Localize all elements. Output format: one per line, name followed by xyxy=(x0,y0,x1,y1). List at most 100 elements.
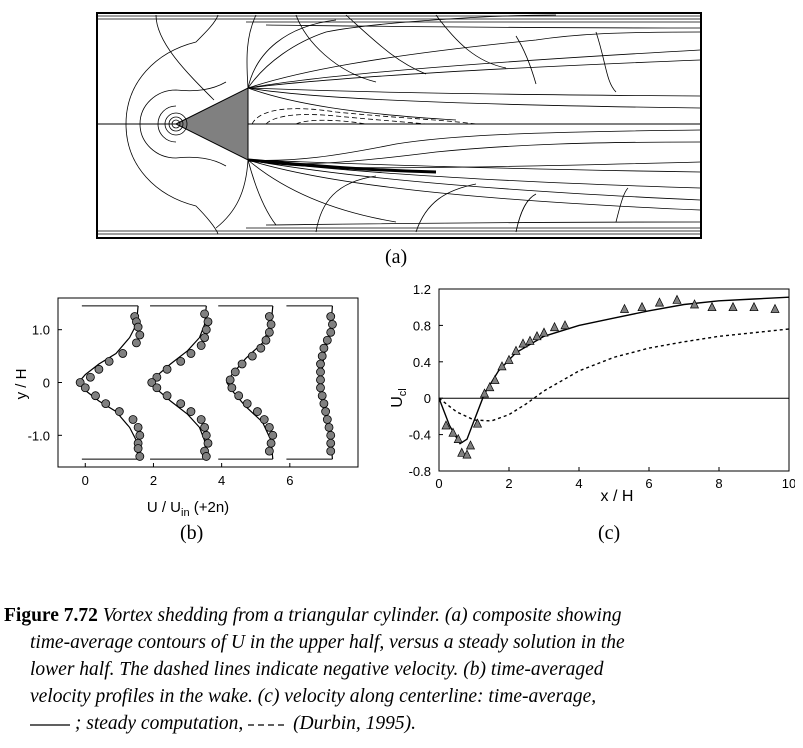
panel-a-upper-wake-contours xyxy=(155,14,701,121)
panel-b-data-point xyxy=(201,452,211,461)
panel-c-xtick-label: 10 xyxy=(782,476,795,491)
panel-b-ytick-label: 1.0 xyxy=(32,323,50,338)
panel-b-xtick-label: 4 xyxy=(218,473,225,488)
panel-b-data-point xyxy=(147,378,157,387)
panel-a-lower-shear-layer xyxy=(247,158,437,174)
panel-b-data-point xyxy=(162,391,172,401)
panel-b-ticks: 0 2 4 6 1.0 0 -1.0 xyxy=(28,323,294,488)
panel-c-data-triangle xyxy=(453,433,463,443)
panel-b-data-point xyxy=(196,415,206,424)
panel-b-series xyxy=(75,305,337,461)
panel-c-ytick-label: -0.4 xyxy=(409,428,431,443)
triangular-cylinder xyxy=(174,87,249,161)
panel-b-data-point xyxy=(266,438,276,448)
panel-b-data-point xyxy=(264,327,274,337)
panel-c-xlabel: x / H xyxy=(601,488,634,505)
panel-c-ytick-label: 0.8 xyxy=(413,318,431,333)
panel-b-data-point xyxy=(80,383,90,393)
panel-b-data-point xyxy=(152,372,162,382)
panel-b-data-point xyxy=(203,317,213,327)
caption-line-4: velocity profiles in the wake. (c) veloc… xyxy=(30,686,597,707)
panel-b-data-point xyxy=(94,364,104,374)
panel-b-data-point xyxy=(319,343,329,353)
panel-a-contour-plot xyxy=(96,12,702,239)
panel-b-data-point xyxy=(132,338,141,348)
panel-b-data-point xyxy=(319,399,329,409)
panel-b-data-point xyxy=(237,359,247,369)
panel-c-data-triangle xyxy=(485,381,495,392)
panel-b-data-point xyxy=(316,367,325,377)
panel-b-data-point xyxy=(75,378,85,387)
panel-b-data-point xyxy=(201,430,211,440)
panel-b-data-point xyxy=(321,407,331,416)
caption-text-5-tail: (Durbin, 1995). xyxy=(293,713,417,734)
panel-c-data-triangle xyxy=(511,345,521,355)
panel-b-data-point xyxy=(326,446,336,456)
panel-a-negative-contours xyxy=(251,108,477,125)
panel-c-xtick-label: 4 xyxy=(575,476,582,491)
panel-b-data-point xyxy=(162,364,172,374)
panel-b-data-point xyxy=(196,341,206,350)
panel-b-data-point xyxy=(264,312,274,321)
panel-b-data-point xyxy=(85,372,95,382)
legend-solid-line-icon xyxy=(30,723,70,726)
panel-c-data-triangle xyxy=(497,361,507,371)
panel-c-steady-line xyxy=(438,328,790,422)
panel-c-xtick-label: 0 xyxy=(435,476,442,491)
caption-line-3: lower half. The dashed lines indicate ne… xyxy=(30,659,604,680)
panel-c-data-triangle xyxy=(560,320,570,330)
panel-c-data-triangle xyxy=(770,303,780,313)
panel-c-ylabel-sub: cl xyxy=(397,388,409,396)
panel-b-data-point xyxy=(203,438,213,448)
panel-b-data-point xyxy=(247,351,257,361)
panel-c-centerline-velocity: 0 2 4 6 8 10 1.2 0.8 0.4 0 -0.4 -0.8 x / H Ucl xyxy=(389,282,795,505)
panel-c-data-triangle xyxy=(504,354,514,364)
panel-b-data-point xyxy=(326,438,336,448)
panel-b-data-point xyxy=(225,375,235,385)
caption-text-1: Vortex shedding from a triangular cylind… xyxy=(102,605,622,626)
panel-b-data-point xyxy=(322,415,332,424)
panel-b-data-point xyxy=(152,383,162,393)
panel-c-label: (c) xyxy=(598,522,621,544)
panel-c-frame xyxy=(438,288,790,472)
panel-c-data-triangle xyxy=(441,420,451,430)
panel-b-data-point xyxy=(230,367,240,377)
panel-c-ylabel-main: U xyxy=(389,396,406,408)
caption-figure-label: Figure 7.72 xyxy=(4,605,98,626)
caption-line-1: Figure 7.72 Vortex shedding from a trian… xyxy=(4,602,794,629)
panel-b-data-point xyxy=(114,407,124,416)
panel-c-xtick-label: 8 xyxy=(715,476,722,491)
panel-b-data-point xyxy=(322,335,332,345)
panel-b-data-point xyxy=(101,399,111,409)
panel-b-data-point xyxy=(227,383,237,393)
panel-c-data-triangle xyxy=(465,440,476,450)
panel-b-data-point xyxy=(200,333,209,343)
panel-b-xtick-label: 2 xyxy=(150,473,157,488)
panel-b-label: (b) xyxy=(180,522,204,544)
panel-b-data-point xyxy=(176,399,186,409)
panel-b-data-point xyxy=(135,452,145,461)
panel-b-data-point xyxy=(135,330,145,340)
panel-b-data-point xyxy=(324,422,334,432)
panel-c-data-triangle xyxy=(549,321,560,332)
panel-b-data-point xyxy=(200,309,209,319)
panel-c-data-triangle xyxy=(525,335,535,345)
panel-c-ticks: 0 2 4 6 8 10 1.2 0.8 0.4 0 -0.4 -0.8 xyxy=(409,282,795,491)
panel-b-data-point xyxy=(316,359,325,369)
legend-dashed-line-icon xyxy=(248,723,289,726)
panel-b-data-point xyxy=(261,335,271,345)
panel-c-data-triangle xyxy=(637,301,647,312)
panel-b-data-point xyxy=(326,430,336,440)
panel-b-ylabel: y / H xyxy=(13,369,30,400)
panel-b-data-point xyxy=(264,422,274,432)
panel-b-data-point xyxy=(317,391,327,401)
panel-b-data-point xyxy=(201,325,211,335)
panel-b-data-point xyxy=(242,399,252,409)
panel-c-xtick-label: 2 xyxy=(505,476,512,491)
panel-c-series xyxy=(438,294,790,459)
panel-b-data-point xyxy=(133,422,143,432)
panel-c-data-triangle xyxy=(490,374,500,384)
panel-b-data-point xyxy=(326,312,336,321)
panel-c-data-triangle xyxy=(672,294,682,304)
panel-b-profile-line xyxy=(77,305,139,460)
